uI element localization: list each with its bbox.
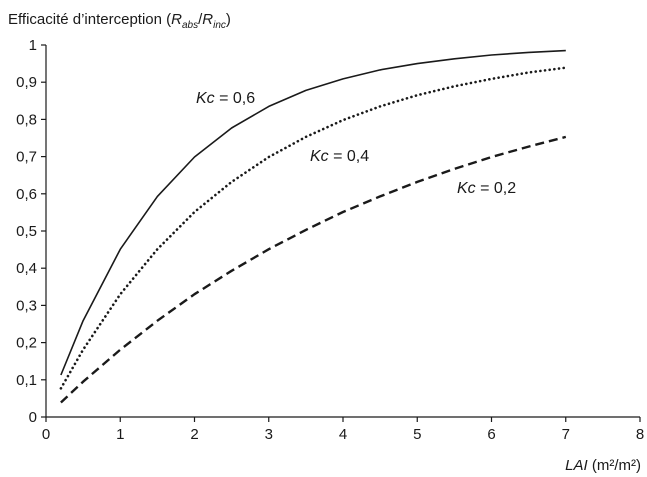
x-tick-label: 3 — [265, 426, 273, 443]
y-tick-label: 0,7 — [16, 149, 37, 166]
series-label-kc-04-value: = 0,4 — [329, 148, 370, 165]
series-label-kc-06-var: Kc — [196, 90, 215, 107]
x-tick-label: 7 — [562, 426, 570, 443]
x-tick-label: 2 — [190, 426, 198, 443]
series-lines — [59, 49, 568, 404]
x-axis-title-var: LAI — [565, 457, 588, 474]
x-tick-label: 5 — [413, 426, 421, 443]
y-tick-label: 0,8 — [16, 111, 37, 128]
series-label-kc-06: Kc = 0,6 — [196, 90, 255, 107]
series-label-kc-02-value: = 0,2 — [476, 180, 517, 197]
x-tick-label: 0 — [42, 426, 50, 443]
series-line-kc-06 — [60, 49, 566, 376]
y-axis-title-suffix: ) — [226, 11, 231, 28]
x-tick-label: 6 — [487, 426, 495, 443]
y-tick-label: 0,6 — [16, 186, 37, 203]
y-axis-title-num-sub: abs — [182, 20, 198, 31]
series-label-kc-04: Kc = 0,4 — [310, 148, 369, 165]
series-line-kc-04 — [59, 66, 568, 390]
series-line-kc-02 — [60, 135, 567, 404]
y-axis-title-prefix: Efficacité d’interception ( — [8, 11, 171, 28]
y-axis-title: Efficacité d’interception (Rabs/Rinc) — [8, 11, 231, 31]
y-axis-title-den-main: R — [202, 11, 213, 28]
y-tick-label: 0,2 — [16, 335, 37, 352]
y-tick-label: 0,1 — [16, 372, 37, 389]
x-tick-label: 1 — [116, 426, 124, 443]
y-tick-label: 0,9 — [16, 74, 37, 91]
series-label-kc-04-var: Kc — [310, 148, 329, 165]
y-axis-ticks: 0 0,1 0,2 0,3 0,4 0,5 0,6 0,7 0,8 0,9 1 — [16, 37, 46, 426]
y-axis-title-num-main: R — [171, 11, 182, 28]
y-tick-label: 1 — [29, 37, 37, 54]
y-tick-label: 0,3 — [16, 297, 37, 314]
x-tick-label: 4 — [339, 426, 347, 443]
y-tick-label: 0,5 — [16, 223, 37, 240]
y-tick-label: 0 — [29, 409, 37, 426]
x-axis-title: LAI (m²/m²) — [565, 457, 641, 474]
y-axis-title-den-sub: inc — [213, 20, 226, 31]
y-axis-title-slash: / — [198, 11, 203, 28]
x-axis-title-unit: (m²/m²) — [588, 457, 641, 474]
y-tick-label: 0,4 — [16, 260, 37, 277]
series-label-kc-06-value: = 0,6 — [215, 90, 256, 107]
x-tick-label: 8 — [636, 426, 644, 443]
series-label-kc-02: Kc = 0,2 — [457, 180, 516, 197]
x-axis-ticks: 0 1 2 3 4 5 6 7 8 — [42, 417, 644, 443]
series-label-kc-02-var: Kc — [457, 180, 476, 197]
